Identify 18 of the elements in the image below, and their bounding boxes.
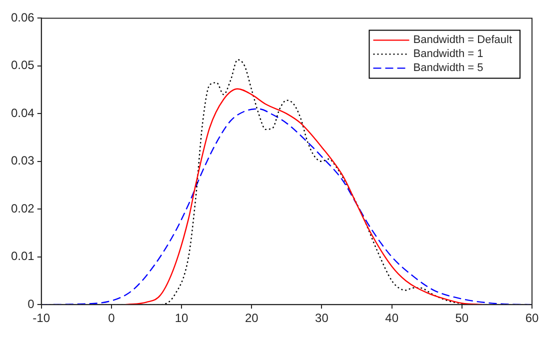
x-tick-label: 0 <box>108 311 116 326</box>
y-tick-label: 0.05 <box>10 58 35 72</box>
x-tick-label: 30 <box>315 311 329 326</box>
y-tick-label: 0.04 <box>10 106 35 120</box>
y-tick-label: 0.03 <box>10 154 35 168</box>
x-tick-label: 40 <box>385 311 399 326</box>
y-tick-label: 0.02 <box>10 201 35 216</box>
legend-label: Bandwidth = Default <box>413 34 512 46</box>
x-tick-label: 60 <box>525 311 539 326</box>
y-tick-label: 0.01 <box>10 249 35 264</box>
x-tick-label: 50 <box>455 311 469 326</box>
legend-label: Bandwidth = 1 <box>413 48 484 60</box>
x-tick-label: -10 <box>32 311 50 326</box>
y-tick-label: 0.06 <box>10 10 35 25</box>
x-tick-label: 20 <box>244 311 259 326</box>
x-tick-label: 10 <box>174 311 189 326</box>
y-tick-label: 0 <box>28 296 35 311</box>
legend-label: Bandwidth = 5 <box>413 62 484 74</box>
